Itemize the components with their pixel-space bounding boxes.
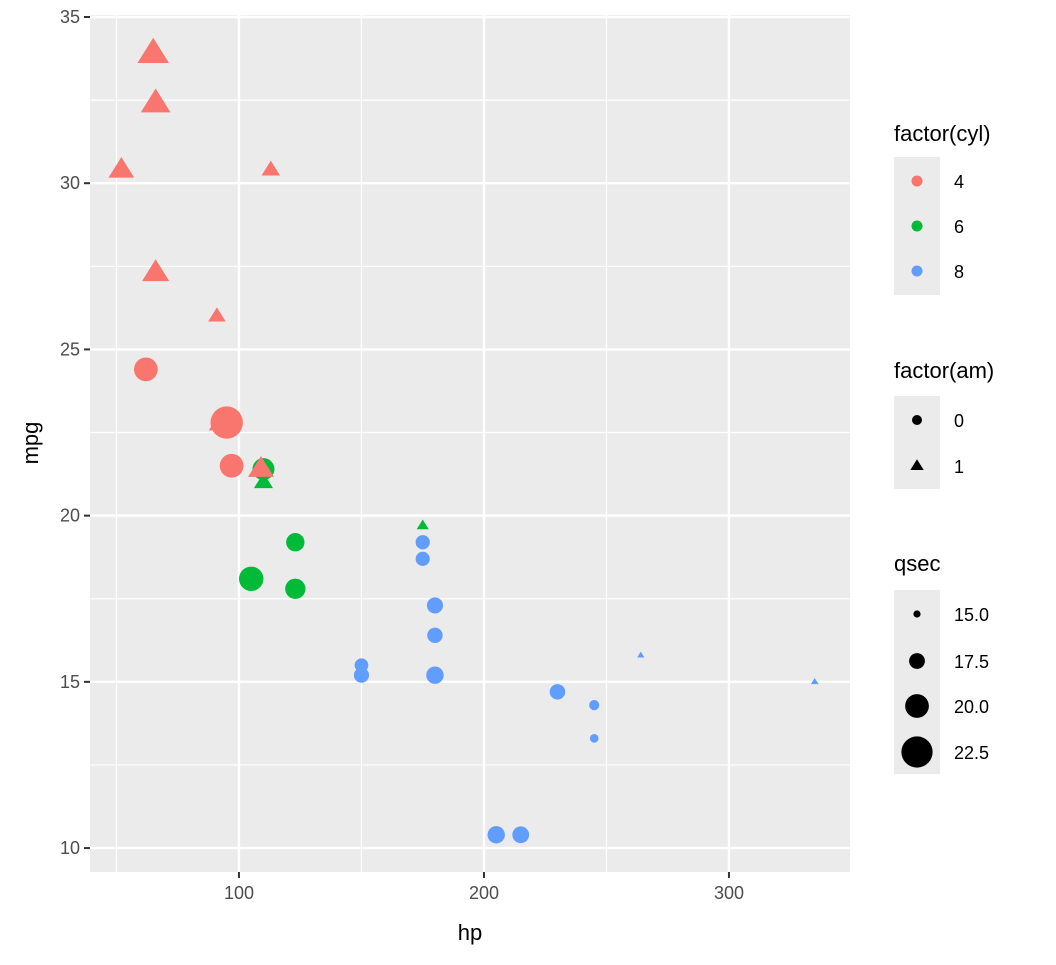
data-point	[238, 566, 264, 592]
data-point	[219, 453, 244, 478]
data-point	[427, 627, 443, 644]
legend-label: 4	[954, 172, 964, 192]
data-point	[637, 651, 645, 658]
data-point	[137, 37, 169, 64]
y-tick-label: 15	[60, 672, 80, 692]
data-point	[253, 472, 273, 489]
legend-title-am: factor(am)	[894, 358, 994, 383]
data-point	[248, 456, 275, 477]
data-point	[589, 734, 599, 743]
data-point	[286, 533, 305, 552]
legend-key-size	[913, 610, 921, 618]
data-point	[549, 684, 566, 700]
data-point	[140, 88, 171, 113]
data-point	[208, 307, 226, 322]
legend-label: 8	[954, 262, 964, 282]
data-point	[285, 578, 306, 599]
data-point	[142, 259, 170, 282]
legend-key-background	[894, 396, 940, 489]
data-point	[353, 667, 370, 683]
data-point	[108, 157, 135, 178]
legend-key-size	[905, 694, 929, 718]
legend-key-color	[911, 175, 923, 187]
legend-title-qsec: qsec	[894, 551, 940, 576]
legend-key-size	[909, 653, 925, 669]
data-point	[512, 826, 530, 844]
legend-key-color	[911, 265, 923, 277]
legend-key-color	[911, 220, 923, 232]
data-point	[416, 519, 429, 530]
data-point	[589, 700, 600, 711]
data-point	[810, 677, 819, 685]
y-tick-label: 35	[60, 7, 80, 27]
data-point	[426, 666, 444, 684]
legend-label: 20.0	[954, 697, 989, 717]
data-point	[133, 357, 158, 382]
y-axis-label: mpg	[18, 422, 43, 465]
y-tick-label: 30	[60, 173, 80, 193]
legends: factor(cyl) 4 6 8 factor(am) 0 1 qsec 15.0 17.5 20…	[894, 121, 994, 774]
legend-key-size	[901, 736, 933, 768]
legend-label: 22.5	[954, 743, 989, 763]
x-tick-label: 200	[469, 883, 499, 903]
x-axis-label: hp	[458, 920, 482, 945]
legend-key-shape	[910, 459, 924, 471]
legend-label: 1	[954, 457, 964, 477]
y-tick-label: 10	[60, 838, 80, 858]
legend-label: 17.5	[954, 652, 989, 672]
legend-label: 0	[954, 411, 964, 431]
data-point	[487, 826, 505, 844]
plot-panel	[90, 15, 850, 872]
x-tick-label: 100	[224, 883, 254, 903]
y-tick-label: 25	[60, 339, 80, 359]
data-point	[210, 406, 243, 439]
data-points	[108, 37, 819, 844]
legend-label: 6	[954, 217, 964, 237]
legend-key-shape	[912, 415, 922, 425]
y-tick-label: 20	[60, 506, 80, 526]
x-tick-label: 300	[714, 883, 744, 903]
data-point	[415, 535, 430, 550]
legend-title-cyl: factor(cyl)	[894, 121, 991, 146]
data-point	[426, 597, 444, 614]
data-point	[415, 551, 430, 566]
axes: 100 200 300 10 15 20 25 30 35	[60, 7, 744, 903]
legend-label: 15.0	[954, 605, 989, 625]
data-point	[261, 160, 281, 176]
